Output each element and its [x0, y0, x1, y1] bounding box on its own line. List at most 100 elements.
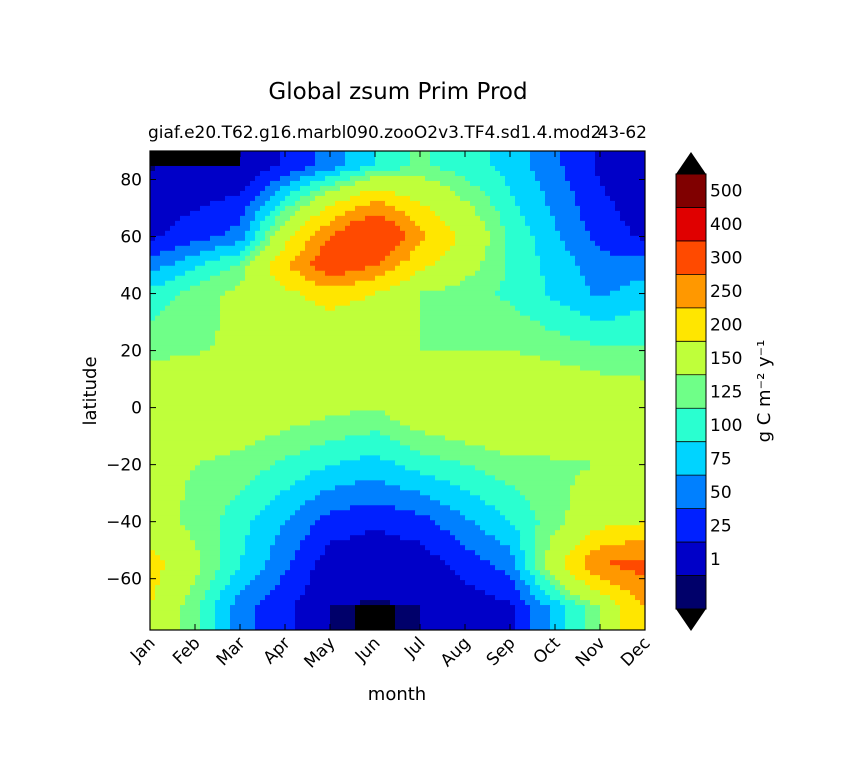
contour-cell [350, 175, 371, 182]
contour-cell [180, 520, 221, 526]
contour-cell [290, 180, 311, 187]
colorbar-segment [676, 441, 706, 476]
contour-cell [420, 225, 451, 232]
contour-cell [555, 225, 586, 232]
contour-cell [270, 210, 281, 217]
contour-cell [550, 615, 566, 621]
contour-cell [545, 280, 586, 287]
contour-cell [480, 185, 511, 192]
contour-cell [500, 220, 526, 227]
contour-cell [505, 180, 541, 187]
y-tick-label: 40 [120, 285, 142, 305]
contour-cell [240, 490, 281, 496]
contour-cell [150, 505, 181, 511]
contour-cell [310, 575, 461, 581]
contour-cell [510, 190, 546, 197]
contour-cell [515, 585, 531, 591]
contour-cell [475, 585, 516, 591]
contour-cell [220, 545, 246, 551]
contour-cell [575, 190, 606, 197]
contour-cell [505, 245, 536, 252]
contour-cell [420, 330, 561, 337]
contour-cell [390, 415, 645, 422]
contour-cell [280, 210, 296, 217]
contour-cell [300, 205, 326, 212]
contour-cell [420, 290, 496, 297]
contour-cell [200, 550, 221, 556]
contour-cell [150, 610, 181, 616]
contour-cell [560, 300, 645, 307]
contour-cell [535, 545, 551, 551]
contour-cell [150, 550, 156, 556]
contour-cell [495, 595, 521, 601]
contour-cell [325, 175, 351, 182]
contour-cell [515, 195, 546, 202]
contour-cell [260, 570, 286, 576]
contour-cell [295, 200, 311, 207]
contour-cell [410, 425, 645, 432]
contour-cell [390, 250, 411, 257]
contour-cell [480, 260, 506, 267]
contour-cell [340, 170, 366, 177]
contour-cell [230, 580, 251, 586]
contour-cell [535, 250, 571, 257]
contour-cell [240, 250, 251, 257]
contour-cell [300, 270, 326, 277]
contour-cell [345, 160, 376, 167]
contour-cell [220, 535, 246, 541]
contour-cell [210, 585, 226, 591]
contour-cell [330, 235, 406, 242]
contour-cell [265, 200, 281, 207]
contour-cell [150, 620, 181, 626]
contour-cell [150, 295, 176, 302]
contour-cell [470, 180, 506, 187]
contour-cell [420, 305, 516, 312]
contour-cell [150, 500, 181, 506]
contour-cell [150, 385, 645, 392]
contour-cell [240, 215, 256, 222]
contour-cell [445, 435, 645, 441]
contour-cell [280, 575, 311, 581]
contour-cell [420, 315, 531, 322]
contour-cell [345, 435, 391, 441]
contour-cell [420, 540, 461, 546]
contour-cell [490, 240, 506, 247]
contour-cell [455, 230, 491, 237]
contour-cell [565, 165, 596, 172]
contour-cell [150, 625, 181, 630]
contour-cell [540, 600, 561, 606]
contour-cell [550, 295, 645, 302]
contour-cell [275, 215, 291, 222]
contour-cell [355, 620, 396, 626]
contour-cell [295, 610, 331, 616]
contour-cell [285, 520, 316, 526]
contour-cell [330, 220, 351, 227]
contour-cell [150, 560, 166, 566]
contour-cell [265, 215, 276, 222]
contour-cell [290, 260, 311, 267]
contour-cell [150, 410, 351, 417]
contour-cell [150, 350, 201, 357]
contour-cell [200, 250, 241, 257]
contour-cell [185, 595, 206, 601]
contour-cell [585, 275, 645, 282]
contour-cell [250, 200, 266, 207]
contour-cell [255, 575, 281, 581]
contour-cell [215, 245, 246, 252]
contour-cell [240, 151, 281, 157]
contour-cell [290, 485, 336, 491]
contour-cell [245, 255, 256, 262]
contour-cell [575, 545, 601, 551]
contour-cell [565, 595, 581, 601]
contour-cell [155, 595, 186, 601]
x-tick-label: Apr [260, 633, 295, 668]
colorbar-tick-label: 250 [710, 282, 742, 302]
contour-cell [530, 315, 591, 322]
contour-cell [465, 440, 645, 446]
contour-cell [575, 255, 645, 262]
contour-cell [590, 285, 621, 292]
contour-cell [530, 620, 551, 626]
contour-cell [395, 615, 421, 621]
contour-cell [345, 210, 406, 217]
contour-cell [285, 220, 306, 227]
